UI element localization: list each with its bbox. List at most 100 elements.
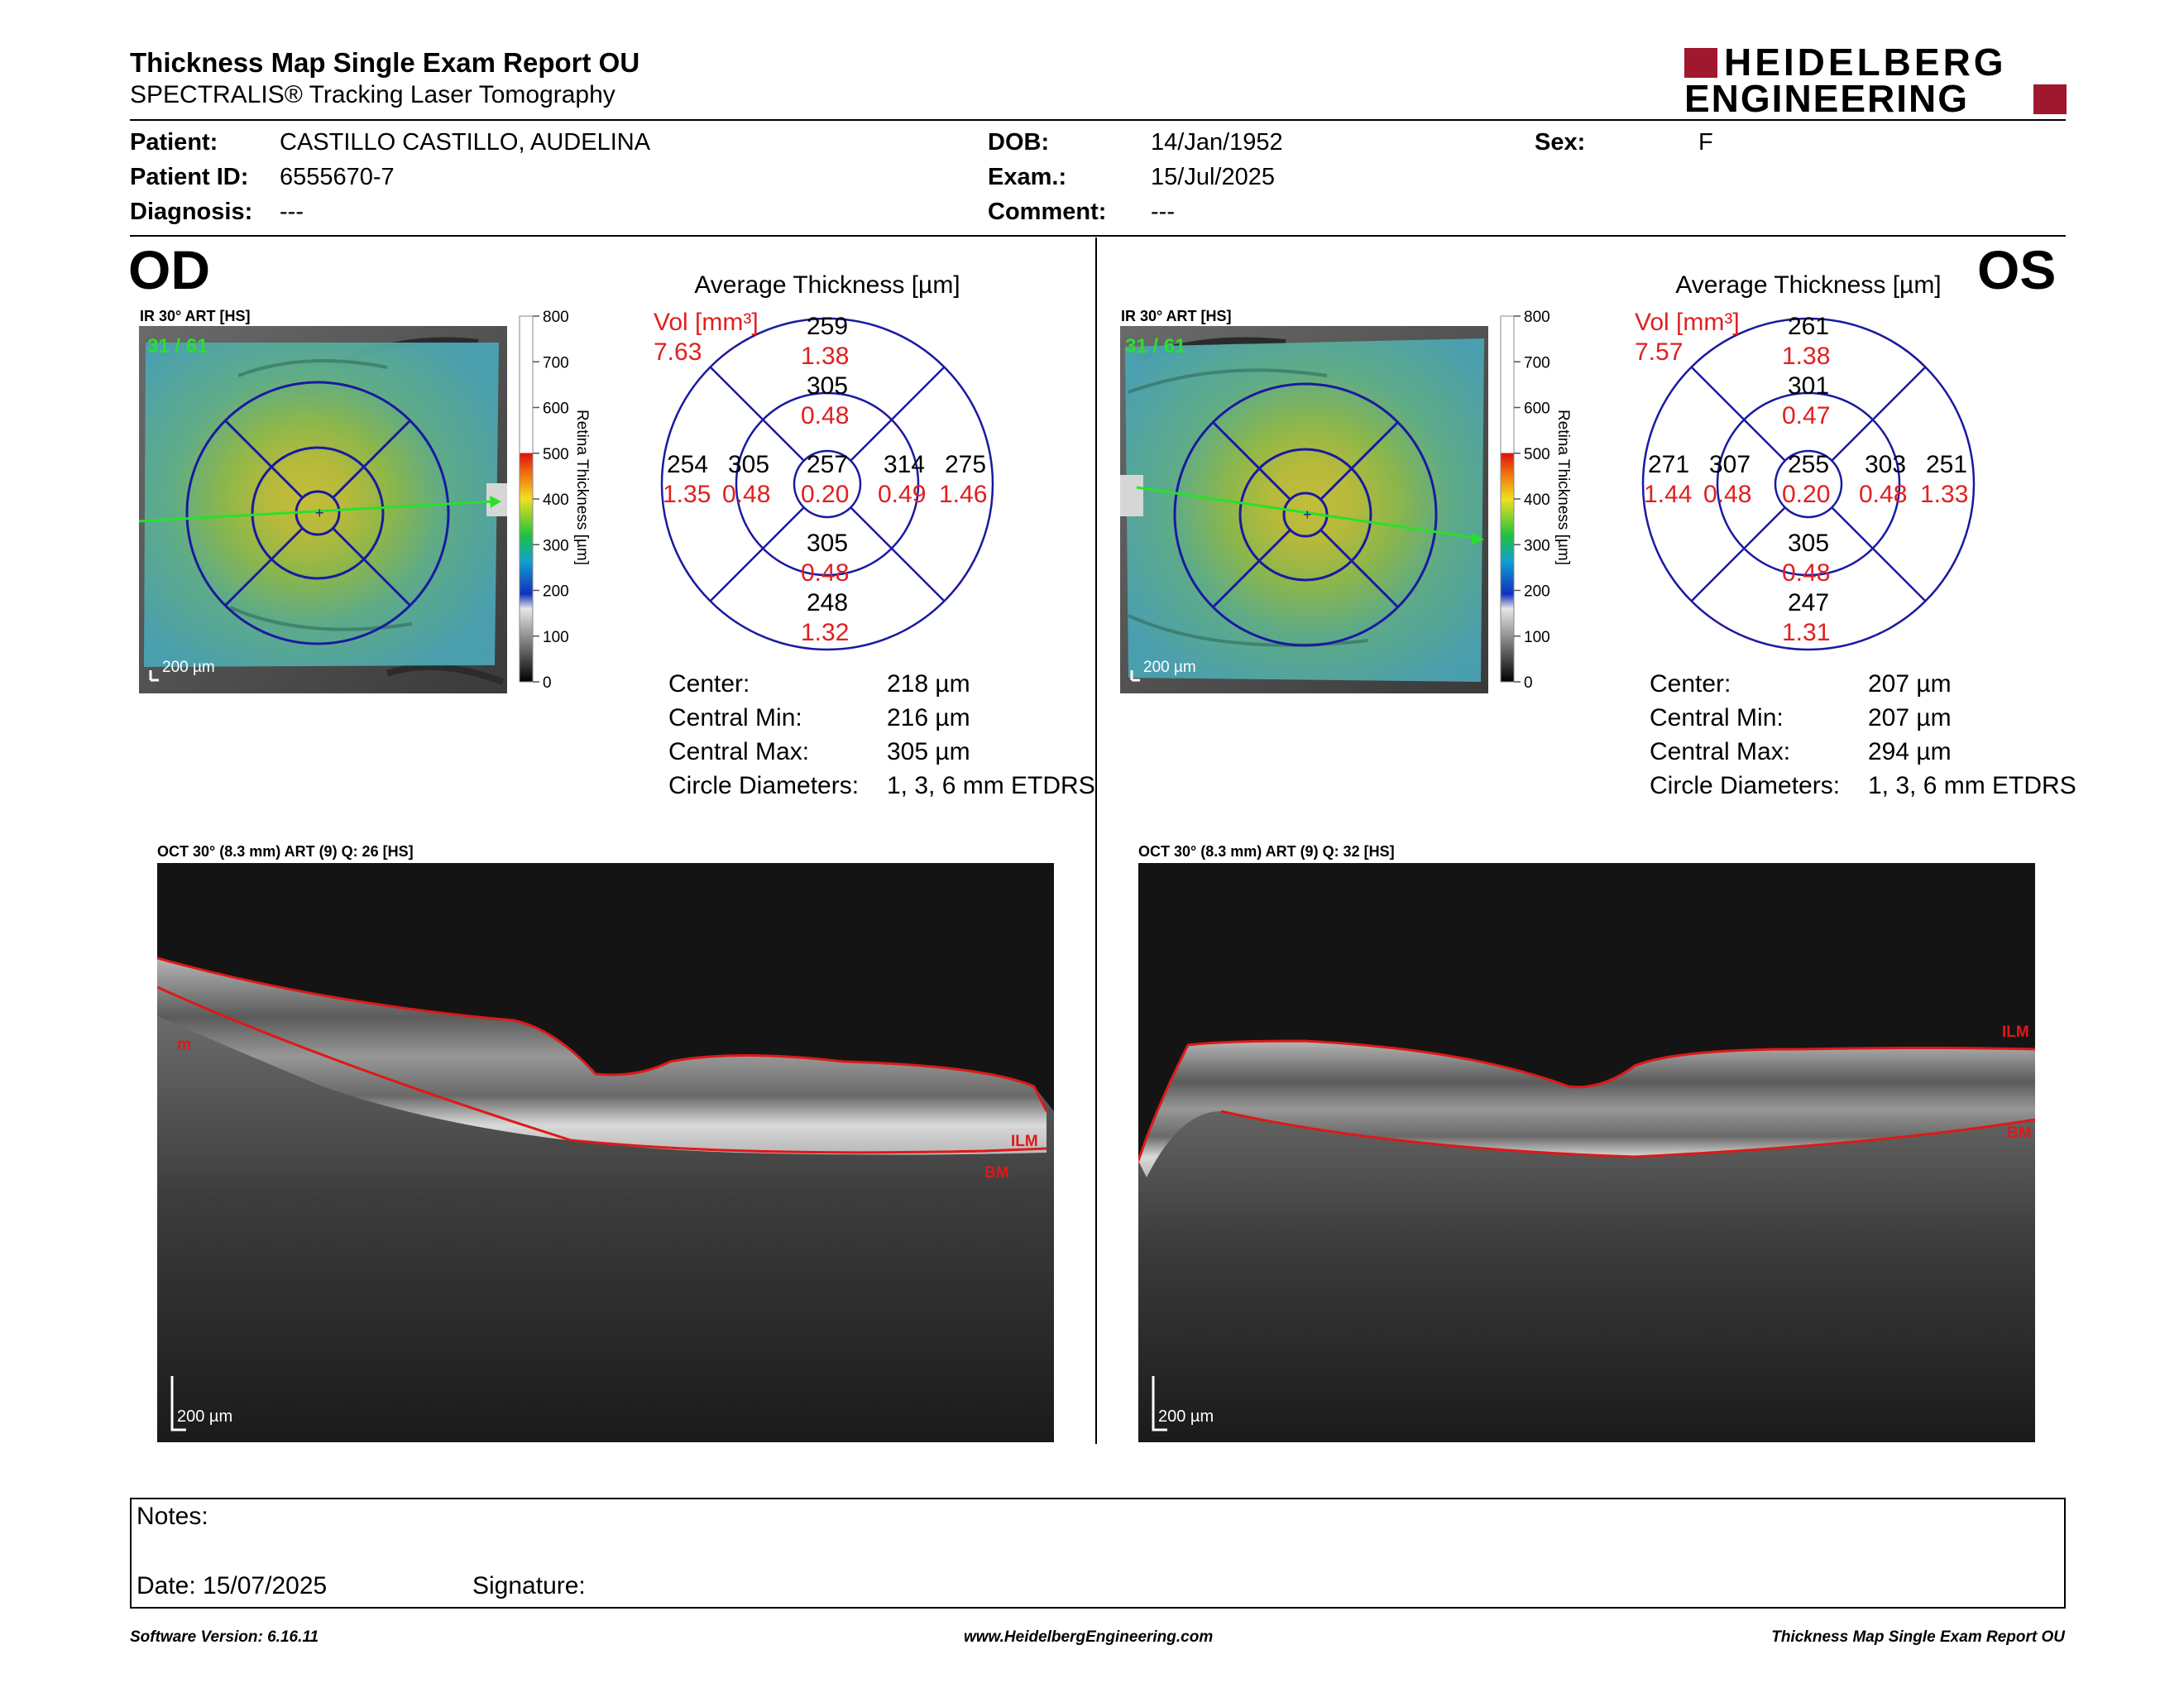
od-vessel xyxy=(386,664,505,685)
notes-label: Notes: xyxy=(136,1503,208,1530)
od-circle-diam-value: 1, 3, 6 mm ETDRS xyxy=(887,772,1095,799)
os-oct-bscan: ILM BM 200 µm xyxy=(1138,863,2035,1442)
od-oct-tag-m: m xyxy=(177,1036,191,1053)
od-central-min-label: Central Min: xyxy=(668,704,802,731)
logo-square-top xyxy=(1684,48,1717,78)
od-scale-tick-label: 100 xyxy=(543,629,569,646)
report-subtitle: SPECTRALIS® Tracking Laser Tomography xyxy=(130,81,615,108)
os-center-volume: 0.20 xyxy=(1782,481,1831,508)
od-scale-tick-label: 500 xyxy=(543,446,569,463)
od-oct-retina xyxy=(157,958,1046,1155)
od-avg-thickness-title: Average Thickness [µm] xyxy=(694,271,960,299)
os-fundus-map: + 31 / 61 200 µm xyxy=(1120,326,1488,693)
od-bm-line xyxy=(157,985,1047,1154)
od-central-min-value: 216 µm xyxy=(887,704,970,731)
os-outer-sup-volume: 1.38 xyxy=(1782,343,1831,370)
os-frames-count: 31 / 61 xyxy=(1125,335,1185,357)
od-center-label: Center: xyxy=(668,670,750,698)
os-inner-temp-volume: 0.48 xyxy=(1703,481,1752,508)
od-oct-tag-bm: BM xyxy=(984,1164,1009,1182)
od-oct-bscan: m ILM BM 200 µm xyxy=(157,863,1054,1442)
od-scale-tick-label: 0 xyxy=(543,674,552,692)
os-oct-tag-ilm: ILM xyxy=(2002,1024,2029,1041)
logo-text-line1: HEIDELBERG xyxy=(1724,41,2007,84)
os-oct-tag-bm: BM xyxy=(2007,1125,2032,1142)
od-ilm-line xyxy=(157,957,1048,1112)
od-oct-scalebar xyxy=(170,1376,186,1431)
os-map-scalebar xyxy=(1130,670,1140,682)
os-outer-temp-volume: 1.44 xyxy=(1644,481,1693,508)
od-scale-tick-label: 600 xyxy=(543,400,569,418)
os-inner-sup-thickness: 301 xyxy=(1788,372,1830,400)
diagnosis-label: Diagnosis: xyxy=(130,199,253,225)
od-map-scalebar-label: 200 µm xyxy=(162,659,215,676)
os-bm-line xyxy=(1220,1110,2035,1158)
od-oct-scalebar-label: 200 µm xyxy=(177,1407,232,1426)
diagnosis-value: --- xyxy=(280,199,304,225)
header-rule xyxy=(130,119,2066,121)
od-outer-sup-volume: 1.38 xyxy=(801,343,850,370)
os-map-scalebar-label: 200 µm xyxy=(1143,659,1196,676)
os-scale-tick-label: 400 xyxy=(1524,492,1550,509)
report-title: Thickness Map Single Exam Report OU xyxy=(130,47,640,78)
os-fovea-marker-icon: + xyxy=(1303,506,1312,523)
od-outer-inf-volume: 1.32 xyxy=(801,619,850,646)
os-scan-line xyxy=(1136,486,1477,539)
os-central-min-value: 207 µm xyxy=(1868,704,1952,731)
od-center-value: 218 µm xyxy=(887,670,970,698)
os-scale-title: Retina Thickness [µm] xyxy=(1554,410,1572,565)
od-scale-tick-label: 300 xyxy=(543,537,569,554)
od-scale-tick-label: 200 xyxy=(543,583,569,601)
os-inner-sup-volume: 0.47 xyxy=(1782,402,1831,429)
os-ilm-line xyxy=(1138,1039,2035,1162)
os-etdrs-rings xyxy=(1641,317,1976,651)
footer-website-link[interactable]: www.HeidelbergEngineering.com xyxy=(964,1628,1214,1646)
patient-name: CASTILLO CASTILLO, AUDELINA xyxy=(280,129,651,156)
od-center-volume: 0.20 xyxy=(801,481,850,508)
os-central-min-label: Central Min: xyxy=(1650,704,1784,731)
od-scale-title-wrap: Retina Thickness [µm] xyxy=(566,410,615,608)
os-outer-sup-thickness: 261 xyxy=(1788,313,1830,340)
patient-rule xyxy=(130,235,2066,237)
os-inner-inf-thickness: 305 xyxy=(1788,530,1830,557)
od-map-scalebar xyxy=(149,670,159,682)
od-circle-diam-label: Circle Diameters: xyxy=(668,772,860,799)
notes-box[interactable]: Notes: Date: 15/07/2025 Signature: xyxy=(130,1498,2066,1609)
od-outer-sup-thickness: 259 xyxy=(807,313,849,340)
od-etdrs-rings xyxy=(660,317,994,651)
od-scale-title: Retina Thickness [µm] xyxy=(573,410,591,565)
od-vol-label: Vol [mm³] xyxy=(654,309,759,336)
os-scale-title-wrap: Retina Thickness [µm] xyxy=(1547,410,1597,608)
os-oct-scalebar xyxy=(1152,1376,1167,1431)
os-scale-bar xyxy=(1500,315,1515,683)
os-scale-tick-label: 600 xyxy=(1524,400,1550,418)
od-fovea-marker-icon: + xyxy=(315,505,324,521)
os-inner-nas-volume: 0.48 xyxy=(1859,481,1908,508)
od-oct-label: OCT 30° (8.3 mm) ART (9) Q: 26 [HS] xyxy=(157,843,414,860)
signature-label: Signature: xyxy=(472,1572,586,1599)
od-inner-temp-volume: 0.48 xyxy=(722,481,771,508)
od-inner-inf-thickness: 305 xyxy=(807,530,849,557)
os-inner-nas-thickness: 303 xyxy=(1865,451,1907,478)
eye-divider xyxy=(1095,237,1097,1444)
od-oct-tag-ilm: ILM xyxy=(1011,1133,1038,1150)
os-oct-retina xyxy=(1138,1041,2035,1177)
dob-label: DOB: xyxy=(988,129,1050,156)
od-frames-count: 31 / 61 xyxy=(147,335,208,357)
od-inner-temp-thickness: 305 xyxy=(728,451,770,478)
od-outer-temp-volume: 1.35 xyxy=(663,481,711,508)
os-center-thickness: 255 xyxy=(1788,451,1830,478)
od-thickness-overlay xyxy=(144,343,499,667)
os-inner-temp-thickness: 307 xyxy=(1709,451,1751,478)
os-scan-arrow-icon xyxy=(1471,533,1484,545)
logo-text-line2: ENGINEERING xyxy=(1684,77,1970,120)
od-central-max-label: Central Max: xyxy=(668,738,810,765)
od-inner-sup-thickness: 305 xyxy=(807,372,849,400)
os-etdrs-chart xyxy=(1641,317,1976,651)
od-vessel xyxy=(229,606,413,631)
od-outer-temp-thickness: 254 xyxy=(667,451,709,478)
od-vol-value: 7.63 xyxy=(654,338,702,366)
logo-square-bottom xyxy=(2033,84,2067,114)
os-vol-label: Vol [mm³] xyxy=(1635,309,1740,336)
os-outer-temp-thickness: 271 xyxy=(1648,451,1690,478)
